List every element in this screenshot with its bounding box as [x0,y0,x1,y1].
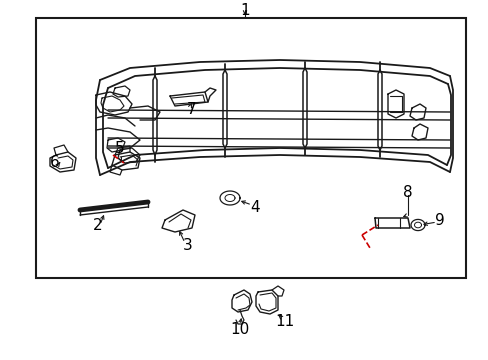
Text: 9: 9 [434,212,444,228]
Text: 4: 4 [250,199,259,215]
Text: 8: 8 [403,185,412,199]
Text: 6: 6 [50,154,60,170]
Text: 7: 7 [187,102,196,117]
Text: 11: 11 [275,315,294,329]
Text: 1: 1 [240,3,249,18]
Text: 2: 2 [93,217,102,233]
Bar [36,18,465,278]
Text: 10: 10 [230,323,249,338]
Text: 3: 3 [183,238,192,252]
Text: 5: 5 [115,140,124,156]
